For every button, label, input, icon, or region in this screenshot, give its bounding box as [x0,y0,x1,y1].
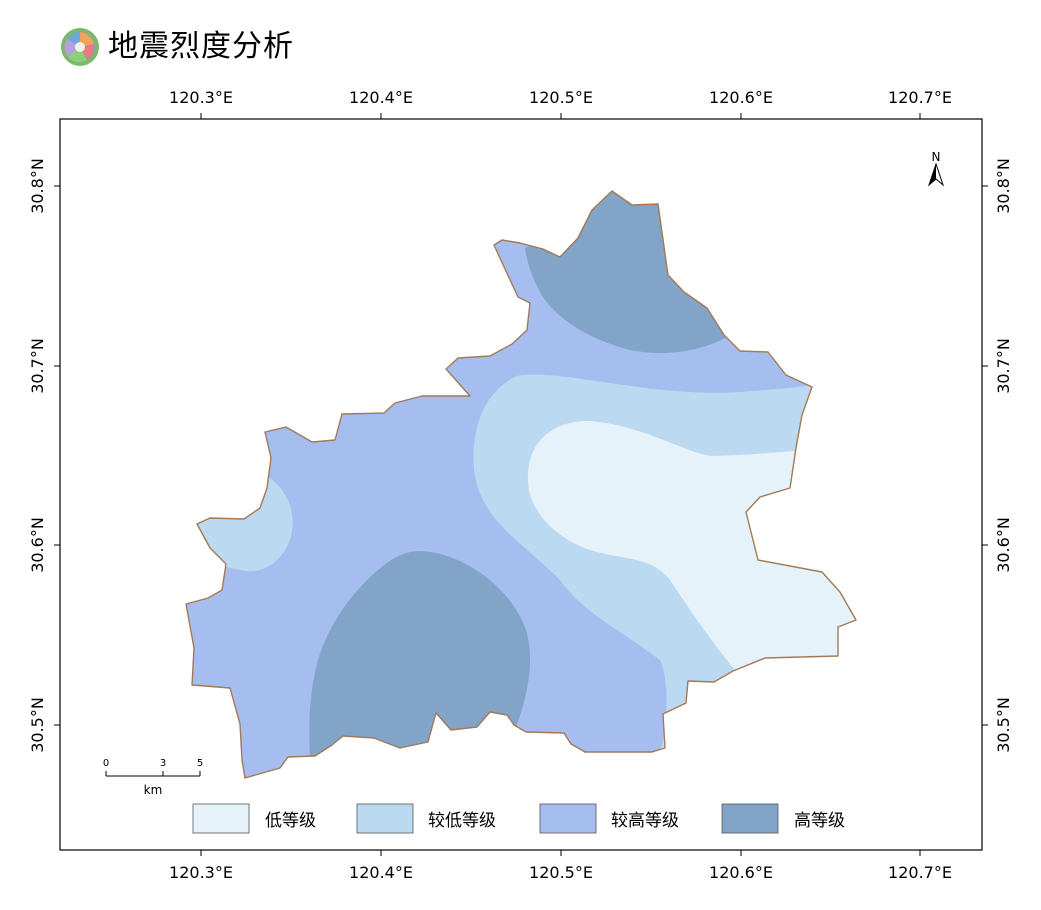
legend-swatch-low [192,803,250,834]
lon-label: 120.7°E [888,88,952,107]
lon-label: 120.6°E [709,88,773,107]
lon-label: 120.4°E [349,863,413,882]
page-title: 地震烈度分析 [108,29,294,64]
scale-label: 0 [103,758,109,769]
north-arrow-half-icon [929,164,936,185]
north-arrow: N [927,150,945,187]
lat-label: 30.5°N [994,697,1013,753]
lat-label: 30.6°N [28,517,47,573]
lon-label: 120.3°E [169,863,233,882]
map-header: 地震烈度分析 [60,26,294,68]
legend-swatch-higher [539,803,597,834]
legend: 低等级 较低等级 较高等级 高等级 [192,803,845,834]
lat-label: 30.8°N [28,158,47,214]
north-arrow-label: N [932,150,941,164]
lat-label: 30.6°N [994,517,1013,573]
scale-label: 3 [160,758,166,769]
lon-labels-bottom: 120.3°E 120.4°E 120.5°E 120.6°E 120.7°E [169,863,952,882]
legend-swatch-lower [356,803,414,834]
scale-unit: km [144,783,163,797]
lat-label: 30.8°N [994,158,1013,214]
axis-ticks [54,113,988,856]
lat-label: 30.7°N [28,338,47,394]
lat-label: 30.5°N [28,697,47,753]
lon-label: 120.4°E [349,88,413,107]
lon-labels-top: 120.3°E 120.4°E 120.5°E 120.6°E 120.7°E [169,88,952,107]
zone-high-level-south [309,551,531,760]
region-boundary [185,190,857,779]
lat-labels-left: 30.8°N 30.7°N 30.6°N 30.5°N [28,158,47,753]
lon-label: 120.6°E [709,863,773,882]
lat-label: 30.7°N [994,338,1013,394]
lon-label: 120.7°E [888,863,952,882]
app-logo-icon [61,28,99,66]
lon-label: 120.3°E [169,88,233,107]
legend-label: 较高等级 [611,811,679,831]
lon-label: 120.5°E [529,863,593,882]
lon-label: 120.5°E [529,88,593,107]
scale-bar: 0 3 5 km [103,758,203,797]
scale-label: 5 [197,758,203,769]
legend-label: 较低等级 [428,811,496,831]
legend-swatch-high [721,803,779,834]
legend-label: 高等级 [794,811,845,831]
lat-labels-right: 30.8°N 30.7°N 30.6°N 30.5°N [994,158,1013,753]
legend-label: 低等级 [265,811,316,831]
